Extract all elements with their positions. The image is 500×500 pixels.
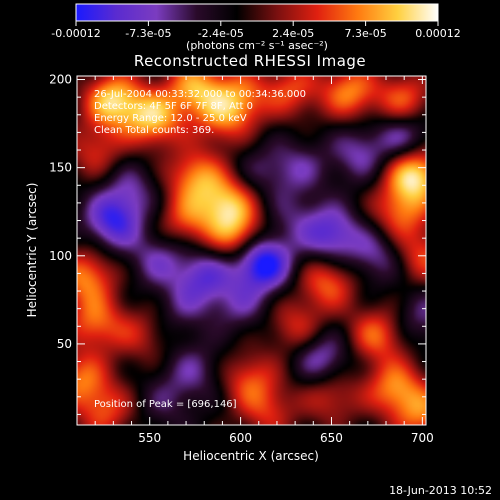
- overlay-energy-range: Energy Range: 12.0 - 25.0 keV: [94, 113, 247, 124]
- colorbar-tick-label: -0.00012: [51, 27, 100, 40]
- x-tick-label: 550: [138, 431, 161, 445]
- x-tick-label: 600: [229, 431, 252, 445]
- colorbar-gradient: [75, 3, 439, 22]
- colorbar-tick-label: 2.4e-05: [272, 27, 314, 40]
- overlay-detectors: Detectors: 4F 5F 6F 7F 8F, Att 0: [94, 101, 253, 112]
- heatmap: [77, 76, 426, 425]
- heatmap-image: [77, 76, 426, 425]
- timestamp: 18-Jun-2013 10:52: [389, 484, 492, 497]
- colorbar-tick-label: 7.3e-05: [344, 27, 386, 40]
- colorbar-tick-label: -2.4e-05: [198, 27, 244, 40]
- overlay-counts: Clean Total counts: 369.: [94, 125, 214, 136]
- y-axis-label: Heliocentric Y (arcsec): [25, 183, 39, 318]
- y-tick-label: 50: [57, 337, 72, 351]
- x-axis-label: Heliocentric X (arcsec): [183, 449, 319, 463]
- x-tick-label: 650: [320, 431, 343, 445]
- colorbar-ticks: -0.00012 -7.3e-05 -2.4e-05 2.4e-05 7.3e-05 0.…: [51, 21, 461, 40]
- y-tick-label: 100: [49, 249, 72, 263]
- colorbar-tick-label: 0.00012: [415, 27, 461, 40]
- peak-position-label: Position of Peak = [696,146]: [94, 399, 237, 410]
- plot-frame: [76, 75, 427, 426]
- colorbar-tick-label: -7.3e-05: [125, 27, 171, 40]
- y-tick-label: 150: [49, 161, 72, 175]
- y-tick-label: 200: [49, 73, 72, 87]
- x-tick-label: 700: [411, 431, 434, 445]
- plot-title: Reconstructed RHESSI Image: [133, 52, 367, 70]
- axes: 550 600 650 700 50 100 150 200: [49, 73, 434, 445]
- colorbar-unit-label: (photons cm⁻² s⁻¹ asec⁻²): [186, 39, 328, 52]
- overlay-time-range: 26-Jul-2004 00:33:32.000 to 00:34:36.000: [94, 89, 306, 100]
